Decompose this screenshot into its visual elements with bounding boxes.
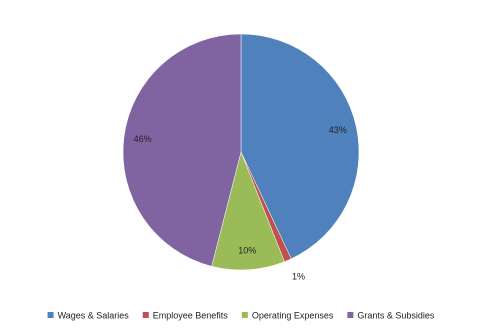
pie-slice	[122, 33, 242, 267]
legend-swatch	[142, 312, 149, 318]
legend-label: Grants & Subsidies	[357, 310, 435, 320]
data-label: 43%	[329, 125, 347, 135]
legend-swatch	[241, 312, 248, 318]
pie-slice	[211, 151, 285, 271]
legend-label: Employee Benefits	[153, 310, 229, 320]
data-label: 10%	[238, 245, 256, 255]
legend-swatch	[47, 312, 54, 318]
legend-label: Operating Expenses	[252, 310, 334, 320]
data-label: 46%	[134, 134, 152, 144]
pie-slice	[240, 33, 360, 260]
data-label: 1%	[292, 271, 305, 281]
legend-swatch	[347, 312, 354, 318]
legend-label: Wages & Salaries	[58, 310, 130, 320]
